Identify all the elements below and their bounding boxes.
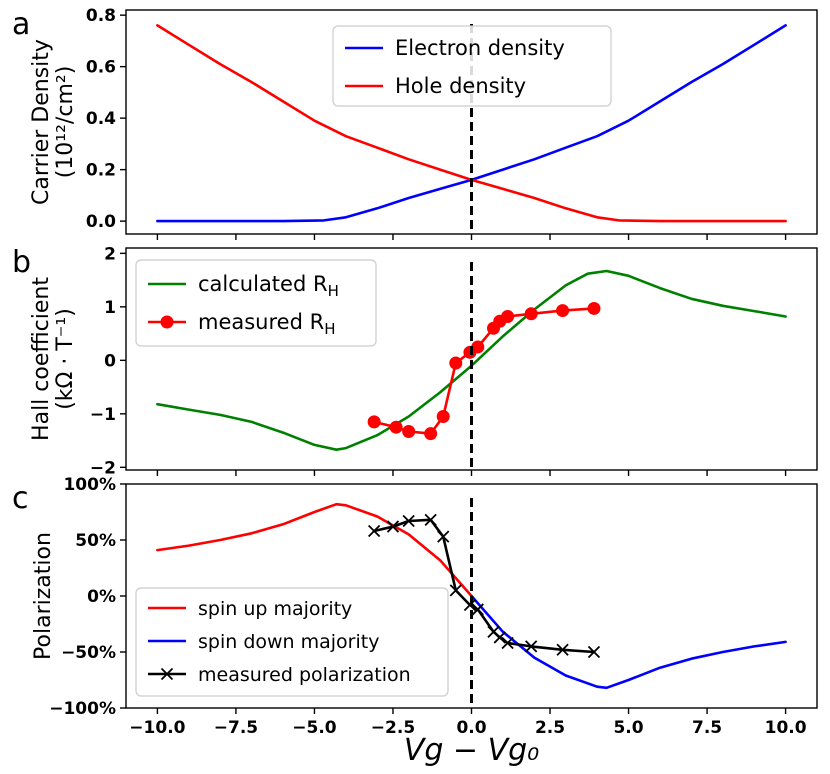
- x-tick-label-1: −7.5: [214, 718, 258, 738]
- x-tick-label-3: −2.5: [371, 718, 415, 738]
- y-tick-label-b-4: 2: [104, 244, 116, 264]
- y-axis-label-a-line2: (10¹²/cm²): [53, 66, 78, 179]
- data-marker-c-1: [386, 520, 400, 533]
- panel-c: −100% −50% 0% 50% 100% −10.0 −7.5 −5.0 −2.5 0.0 2.…: [12, 475, 818, 738]
- legend-label-b-1: measured RH: [198, 310, 335, 338]
- legend-label-c-2: measured polarization: [198, 664, 411, 686]
- data-point-b-12: [556, 304, 570, 318]
- y-tick-label-b-2: 0: [104, 351, 116, 371]
- y-tick-label-c-3: 50%: [75, 531, 116, 551]
- series-line-c-2: [372, 518, 596, 654]
- y-tick-label-a-2: 0.4: [86, 109, 116, 129]
- legend-box-b: [135, 259, 377, 347]
- y-tick-label-c-4: 100%: [63, 475, 116, 495]
- x-tick-label-5: 2.5: [535, 718, 565, 738]
- series-line-a-1: [156, 24, 787, 223]
- data-marker-c-11: [525, 640, 538, 653]
- data-point-b-11: [524, 307, 538, 321]
- data-marker-c-13: [587, 645, 601, 659]
- panel-letter-a: a: [12, 7, 30, 42]
- data-point-b-10: [501, 309, 515, 323]
- y-axis-label-a-line1: Carrier Density: [29, 39, 54, 205]
- y-axis-label-b-line2: (kΩ · T⁻¹): [53, 308, 78, 410]
- legend-b: calculated RH measured RH: [135, 259, 377, 347]
- panel-letter-b: b: [12, 245, 31, 280]
- legend-label-c-1: spin down majority: [198, 631, 379, 653]
- data-point-b-1: [389, 420, 403, 434]
- data-marker-c-0: [367, 524, 381, 538]
- panel-letter-c: c: [12, 481, 29, 516]
- data-marker-c-5: [449, 584, 462, 597]
- x-axis-label: Vg − Vg₀: [404, 733, 539, 768]
- data-point-b-2: [402, 424, 416, 438]
- y-axis-label-c: Polarization: [31, 532, 56, 660]
- data-point-b-7: [471, 340, 485, 354]
- y-tick-label-c-2: 0%: [87, 587, 116, 607]
- legend-box-c: [135, 587, 449, 697]
- series-line-c-0: [156, 502, 473, 598]
- legend-subscript-b-1: H: [324, 320, 335, 338]
- y-tick-label-a-0: 0.0: [86, 212, 116, 232]
- data-marker-c-3: [424, 513, 437, 526]
- data-point-b-4: [436, 410, 450, 424]
- data-marker-c-12: [556, 643, 569, 656]
- data-marker-c-4: [437, 530, 450, 543]
- data-marker-c-2: [402, 514, 415, 528]
- series-line-b-1: [372, 307, 596, 435]
- y-tick-label-c-0: −100%: [49, 699, 116, 719]
- y-tick-label-b-0: −2: [90, 458, 116, 478]
- data-marker-c-7: [471, 603, 484, 616]
- legend-c: spin up majority spin down majority measur…: [135, 587, 449, 697]
- x-tick-label-4: 0.0: [456, 718, 486, 738]
- y-tick-label-a-1: 0.2: [86, 161, 116, 181]
- legend-a: Electron density Hole density: [332, 25, 612, 107]
- data-point-b-0: [367, 415, 381, 429]
- y-tick-label-c-1: −50%: [61, 643, 116, 663]
- series-line-c-1: [470, 594, 787, 690]
- legend-marker-c-2: [160, 667, 174, 681]
- x-tick-label-0: −10.0: [129, 718, 185, 738]
- data-point-b-13: [587, 301, 601, 315]
- legend-label-a-0: Electron density: [395, 36, 565, 60]
- x-tick-label-8: 10.0: [765, 718, 807, 738]
- y-tick-label-b-3: 1: [104, 298, 116, 318]
- y-axis-label-b-line1: Hall coefficient: [29, 277, 54, 441]
- legend-label-c-0: spin up majority: [198, 598, 352, 620]
- legend-box-a: [332, 25, 612, 107]
- series-line-a-0: [156, 24, 787, 223]
- data-marker-c-9: [493, 631, 506, 644]
- y-tick-label-a-4: 0.8: [86, 6, 116, 26]
- y-tick-label-b-1: −1: [90, 405, 116, 425]
- data-marker-c-10: [501, 636, 514, 650]
- x-tick-label-7: 7.5: [692, 718, 722, 738]
- y-tick-label-a-3: 0.6: [86, 58, 116, 78]
- data-point-b-5: [449, 356, 463, 370]
- data-point-b-3: [424, 427, 438, 441]
- legend-subscript-b-0: H: [328, 282, 339, 300]
- x-tick-label-2: −5.0: [292, 718, 337, 738]
- legend-label-a-1: Hole density: [395, 74, 526, 98]
- data-marker-c-6: [463, 598, 477, 612]
- legend-marker-b-1: [160, 315, 174, 329]
- legend-label-b-0: calculated RH: [198, 272, 339, 300]
- x-tick-label-6: 5.0: [613, 718, 643, 738]
